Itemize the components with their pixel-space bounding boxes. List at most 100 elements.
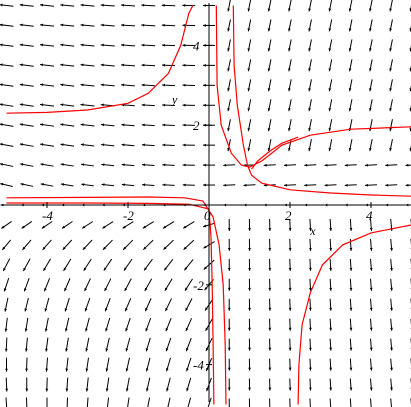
field-arrow-head	[0, 103, 3, 106]
field-arrow-head	[100, 23, 104, 27]
field-arrow	[102, 239, 113, 251]
field-arrow	[19, 63, 34, 67]
field-arrow-head	[163, 225, 167, 229]
field-arrow	[369, 338, 373, 351]
field-arrow	[308, 39, 312, 52]
field-arrow	[0, 162, 14, 167]
field-arrow-head	[309, 307, 312, 311]
field-arrow-head	[22, 246, 26, 250]
field-arrow	[64, 317, 70, 332]
field-arrow-head	[247, 108, 251, 112]
x-tick-label: 0	[204, 208, 211, 223]
field-arrow-head	[309, 287, 312, 291]
field-arrow-head	[0, 83, 3, 87]
field-arrow	[328, 39, 333, 52]
field-arrow	[81, 163, 94, 167]
field-arrow-head	[0, 143, 3, 146]
field-arrow	[39, 123, 55, 127]
field-arrow-head	[80, 123, 84, 127]
field-arrow-head	[247, 8, 251, 12]
field-arrow	[25, 357, 28, 372]
field-arrow-head	[85, 328, 88, 332]
field-arrow-head	[203, 123, 206, 127]
field-arrow	[182, 183, 195, 187]
field-arrow-head	[40, 103, 44, 107]
field-arrow-head	[141, 3, 145, 7]
field-arrow-head	[205, 347, 209, 351]
field-arrow-head	[328, 68, 332, 72]
field-arrow	[4, 317, 8, 332]
field-arrow	[105, 317, 111, 332]
field-arrow	[62, 239, 73, 251]
field-arrow-head	[227, 248, 231, 251]
field-arrow-head	[308, 88, 311, 92]
field-arrow-head	[247, 147, 251, 152]
field-arrow-shaft	[309, 398, 311, 407]
field-arrow	[0, 83, 14, 87]
field-arrow	[25, 397, 28, 407]
field-arrow	[268, 298, 272, 311]
field-arrow-head	[104, 287, 108, 292]
field-arrow	[268, 278, 272, 291]
field-arrow	[349, 398, 352, 407]
field-arrow-head	[288, 228, 292, 231]
field-arrow-head	[182, 183, 186, 187]
y-tick-label: -4	[193, 358, 204, 373]
field-arrow-head	[141, 23, 145, 27]
field-arrow-head	[369, 247, 373, 251]
field-arrow-head	[125, 348, 129, 352]
field-arrow	[124, 298, 132, 312]
field-arrow-head	[349, 387, 353, 391]
field-arrow-head	[4, 348, 8, 352]
field-arrow-head	[83, 267, 87, 271]
field-arrow-head	[227, 267, 231, 271]
field-arrow	[227, 19, 231, 32]
field-arrow-head	[164, 267, 168, 271]
field-arrow	[348, 139, 353, 152]
field-arrow-head	[227, 307, 231, 311]
y-tick-label: -2	[193, 278, 204, 293]
field-arrow	[165, 337, 172, 352]
field-arrow	[125, 337, 131, 352]
field-arrow-head	[267, 108, 271, 112]
field-arrow-head	[182, 103, 186, 107]
field-arrow-head	[64, 328, 68, 332]
field-arrow	[369, 358, 373, 371]
field-arrow-head	[60, 103, 64, 107]
field-arrow-shaft	[370, 398, 372, 407]
field-arrow	[22, 258, 31, 272]
field-arrow	[369, 99, 373, 112]
field-arrow	[369, 378, 373, 391]
field-arrow-head	[248, 387, 251, 391]
field-arrow	[248, 278, 251, 291]
field-arrow-head	[24, 328, 28, 332]
field-arrow	[329, 278, 333, 291]
field-arrow-head	[25, 388, 29, 392]
field-arrow	[308, 19, 312, 32]
field-arrow-head	[304, 163, 308, 167]
field-arrow	[19, 3, 34, 7]
field-arrow	[268, 358, 272, 371]
field-arrow	[269, 398, 271, 407]
field-arrow-head	[389, 88, 392, 92]
field-arrow-head	[121, 183, 125, 187]
field-arrow-head	[125, 308, 128, 312]
field-arrow-head	[227, 48, 230, 52]
field-arrow-head	[19, 123, 23, 126]
field-arrow-head	[329, 387, 333, 391]
field-arrow-head	[309, 327, 312, 331]
field-arrow-head	[203, 24, 206, 27]
field-arrow-head	[103, 246, 107, 250]
solution-curve	[297, 224, 411, 405]
y-axis-label: y	[171, 92, 178, 106]
field-arrow-head	[141, 143, 145, 147]
field-arrow-head	[267, 147, 271, 152]
x-axis-label: x	[309, 224, 316, 238]
field-arrow-head	[182, 63, 186, 67]
field-arrow-head	[389, 147, 392, 152]
field-arrow	[0, 143, 14, 147]
field-arrow-head	[348, 48, 352, 52]
field-arrow	[390, 398, 392, 407]
field-arrow	[83, 258, 92, 272]
x-tick-label: -2	[123, 208, 134, 223]
